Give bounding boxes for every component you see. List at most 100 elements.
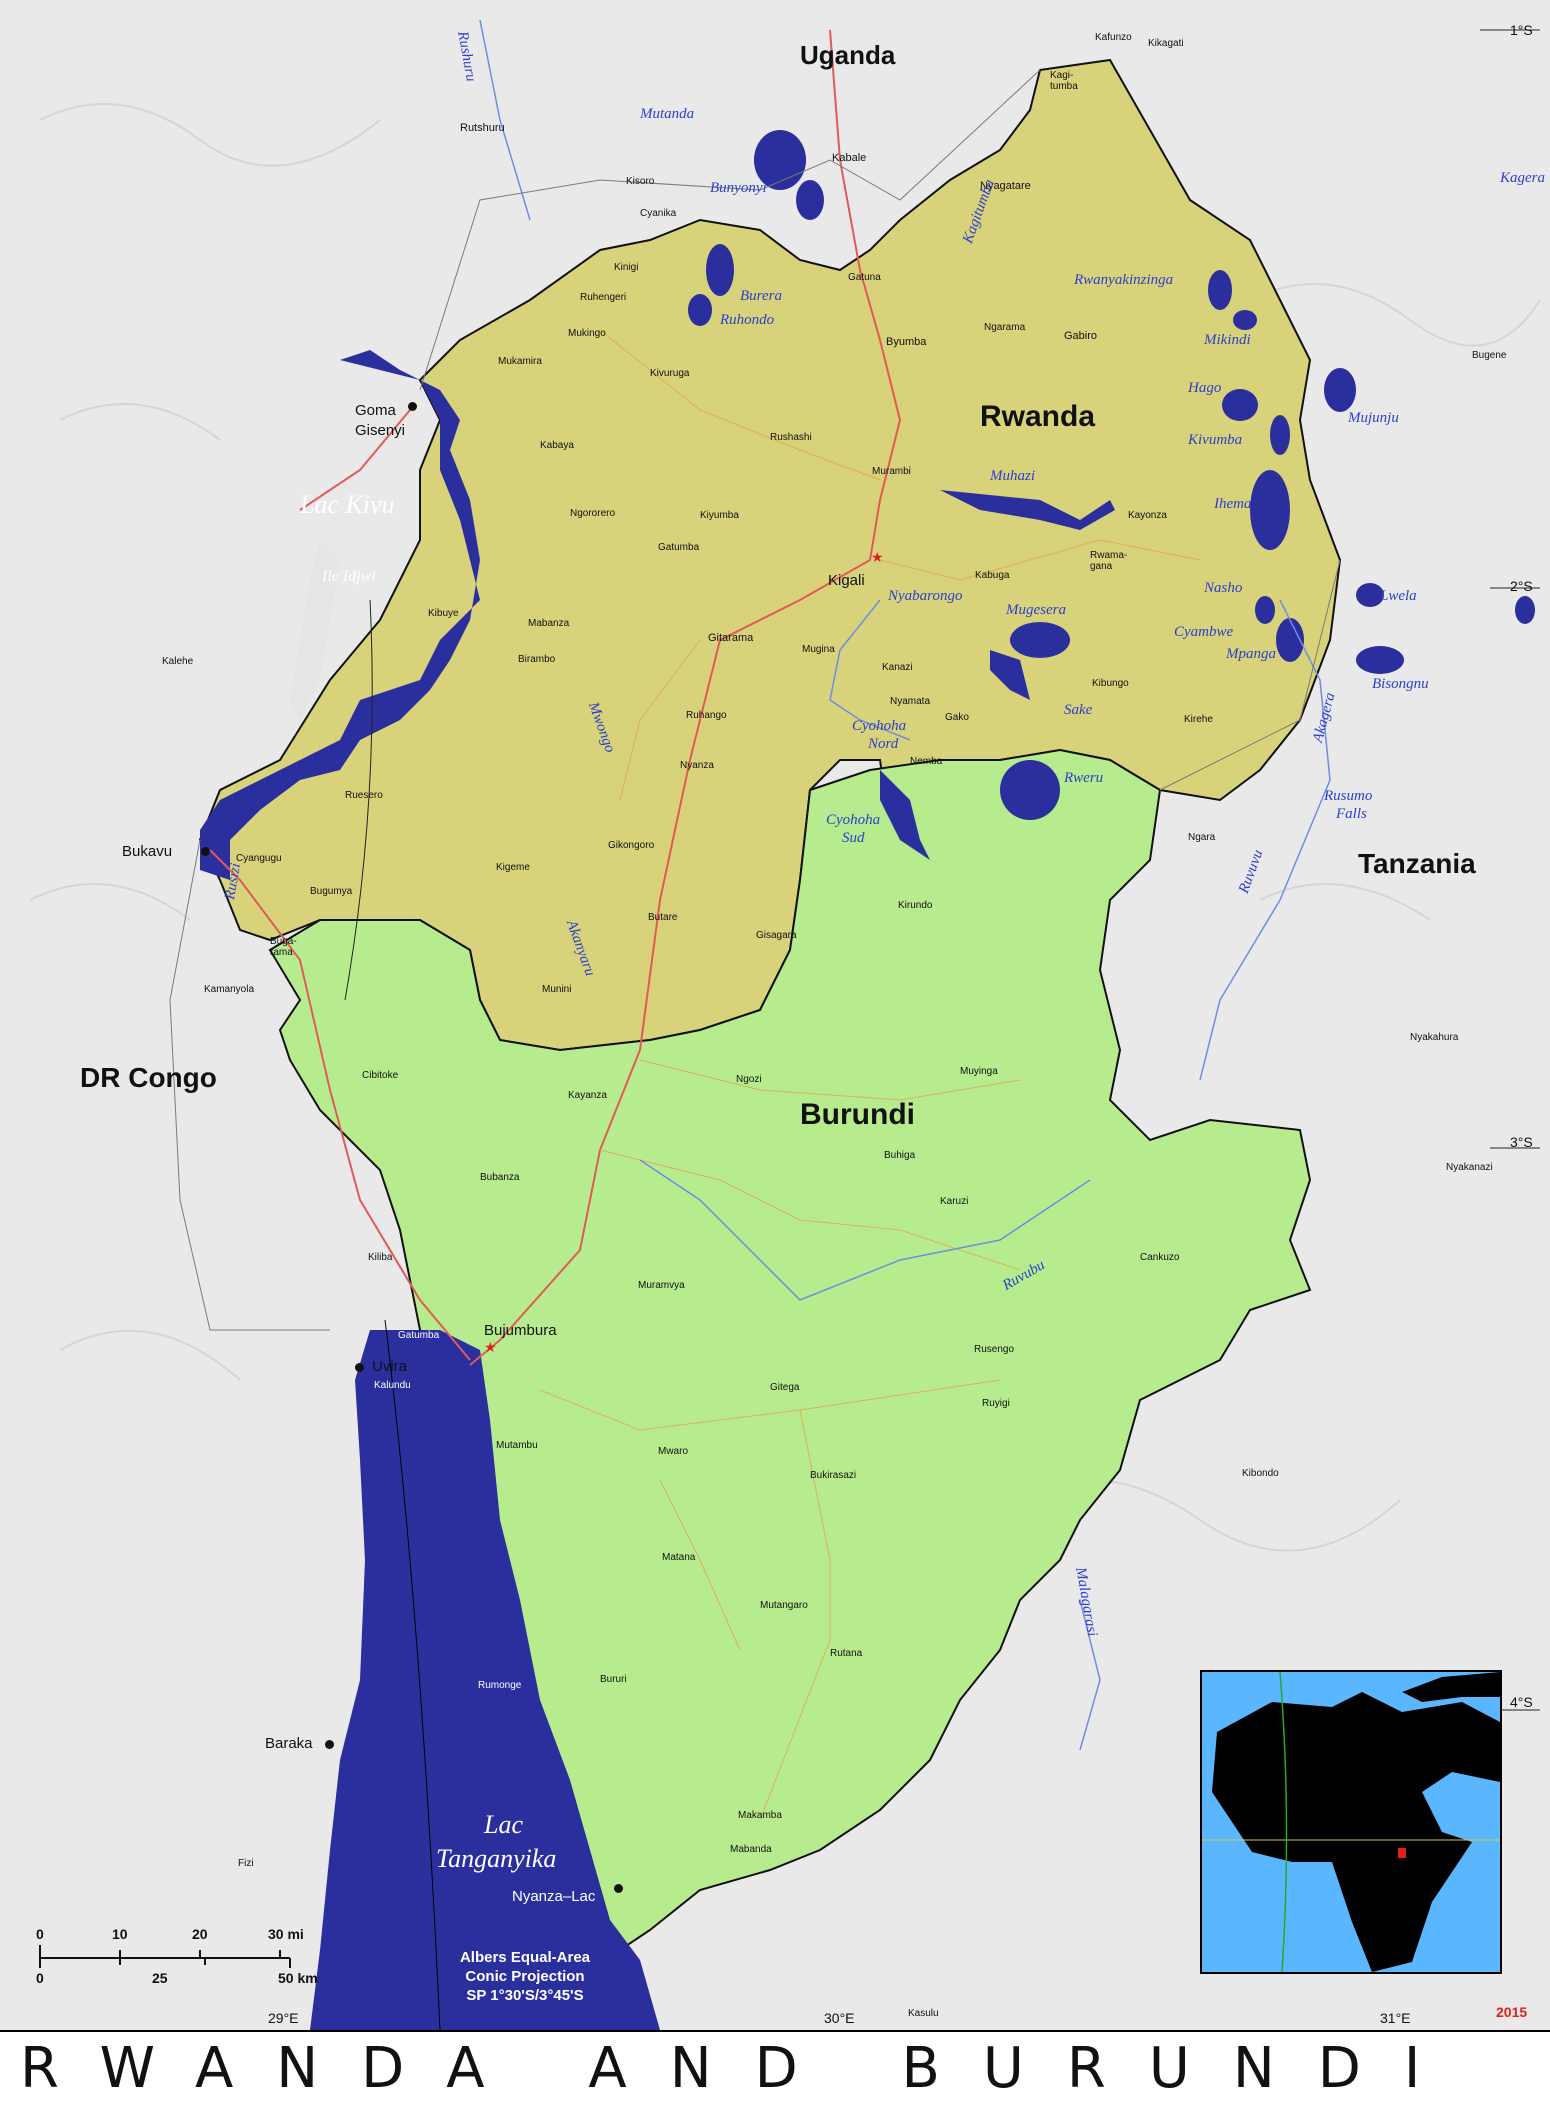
label-mutanda: Mutanda xyxy=(640,106,695,122)
label-lat-1s: 1°S xyxy=(1510,22,1533,38)
rwanda-burundi-marker xyxy=(1398,1848,1406,1858)
label-uvira: Uvira xyxy=(372,1358,408,1375)
label-rumonge: Rumonge xyxy=(478,1680,522,1691)
label-dr-congo: DR Congo xyxy=(80,1062,217,1093)
label-cyohoha-nord-2: Nord xyxy=(868,736,899,752)
borders xyxy=(169,69,1341,1331)
label-ngara: Ngara xyxy=(1188,832,1216,843)
label-gatuna: Gatuna xyxy=(848,272,881,283)
label-kalundu: Kalundu xyxy=(374,1380,411,1391)
scale-mi-0: 0 xyxy=(36,1926,44,1942)
label-bugene: Bugene xyxy=(1472,350,1507,361)
scale-km-0: 0 xyxy=(36,1970,44,1986)
label-lon-31e: 31°E xyxy=(1380,2010,1411,2026)
lac-kivu xyxy=(200,350,480,880)
label-cyohoha-nord-1: Cyohoha xyxy=(852,718,907,734)
label-kigali: Kigali xyxy=(828,572,865,589)
rivers xyxy=(479,19,1331,1751)
label-bubanza: Bubanza xyxy=(480,1172,520,1183)
label-kafunzo: Kafunzo xyxy=(1095,32,1132,43)
label-gisenyi: Gisenyi xyxy=(355,422,406,439)
africa-landmass xyxy=(1212,1692,1500,1972)
label-muramvya: Muramvya xyxy=(638,1280,685,1291)
label-bugarama: Buga-rama xyxy=(270,936,297,958)
label-kisoro: Kisoro xyxy=(626,176,655,187)
label-gabiro: Gabiro xyxy=(1064,330,1098,342)
ile-idjwi xyxy=(290,540,340,720)
city-dot-goma xyxy=(408,402,417,411)
lac-tanganyika xyxy=(310,1330,660,2030)
city-dot-uvira xyxy=(355,1363,364,1372)
label-kabaya: Kabaya xyxy=(540,440,574,451)
label-nyabarongo: Nyabarongo xyxy=(888,588,963,604)
label-gatumba: Gatumba xyxy=(658,542,700,553)
label-lon-30e: 30°E xyxy=(824,2010,855,2026)
label-nyagatare: Nyagatare xyxy=(980,180,1031,192)
roads xyxy=(209,29,902,1366)
map-year: 2015 xyxy=(1496,2004,1528,2020)
label-lwela: Lwela xyxy=(1380,588,1417,604)
label-kalehe: Kalehe xyxy=(162,656,194,667)
label-nyanza: Nyanza xyxy=(680,760,714,771)
label-nyakahura: Nyakahura xyxy=(1410,1032,1459,1043)
label-ruhondo: Ruhondo xyxy=(720,312,775,328)
label-gako: Gako xyxy=(945,712,969,723)
label-kigeme: Kigeme xyxy=(496,862,530,873)
label-mukingo: Mukingo xyxy=(568,328,606,339)
map-area: Uganda Rwanda Burundi Tanzania DR Congo … xyxy=(0,0,1550,2030)
label-rushashi: Rushashi xyxy=(770,432,812,443)
city-dot-nyanza-lac xyxy=(614,1884,623,1893)
label-gatumba-burundi: Gatumba xyxy=(398,1330,440,1341)
capital-star-bujumbura: ★ xyxy=(484,1339,497,1355)
label-rusumo-1: Rusumo xyxy=(1324,788,1373,804)
label-bururi: Bururi xyxy=(600,1674,627,1685)
label-burera: Burera xyxy=(740,288,782,304)
label-byumba: Byumba xyxy=(886,336,927,348)
label-kiliba: Kiliba xyxy=(368,1252,393,1263)
label-rusengo: Rusengo xyxy=(974,1344,1015,1355)
projection-line-2: Conic Projection xyxy=(465,1968,585,1985)
label-gikongoro: Gikongoro xyxy=(608,840,655,851)
label-mpanga: Mpanga xyxy=(1226,646,1276,662)
label-mukamira: Mukamira xyxy=(498,356,542,367)
label-mutangaro: Mutangaro xyxy=(760,1600,808,1611)
label-kasulu: Kasulu xyxy=(908,2008,939,2019)
label-ihema: Ihema xyxy=(1214,496,1252,512)
label-hago: Hago xyxy=(1188,380,1222,396)
label-mikindi: Mikindi xyxy=(1204,332,1251,348)
label-kabale: Kabale xyxy=(832,152,867,164)
label-sake: Sake xyxy=(1064,702,1093,718)
label-kayanza: Kayanza xyxy=(568,1090,607,1101)
label-lat-3s: 3°S xyxy=(1510,1134,1533,1150)
label-goma: Goma xyxy=(355,402,396,419)
minor-roads xyxy=(539,329,1201,1821)
city-dot-bukavu xyxy=(201,847,210,856)
locator-map xyxy=(1202,1672,1500,1972)
label-birambo: Birambo xyxy=(518,654,556,665)
label-lac-tanganyika-2: Tanganyika xyxy=(436,1844,557,1873)
label-mugesera: Mugesera xyxy=(1006,602,1066,618)
label-bunyonyi: Bunyonyi xyxy=(710,180,767,196)
label-burundi: Burundi xyxy=(800,1098,915,1131)
label-ngozi: Ngozi xyxy=(736,1074,762,1085)
projection-line-3: SP 1°30'S/3°45'S xyxy=(466,1987,584,2004)
label-kanazi: Kanazi xyxy=(882,662,913,673)
label-mabanza: Mabanza xyxy=(528,618,570,629)
label-makamba: Makamba xyxy=(738,1810,782,1821)
scale-mi-30: 30 mi xyxy=(268,1926,304,1942)
label-rusumo-2: Falls xyxy=(1336,806,1367,822)
map-graphics xyxy=(29,19,1541,2030)
label-cankuzo: Cankuzo xyxy=(1140,1252,1180,1263)
label-lac-tanganyika-1: Lac xyxy=(484,1810,523,1839)
label-kibungo: Kibungo xyxy=(1092,678,1129,689)
label-kiyumba: Kiyumba xyxy=(700,510,739,521)
label-ruhango: Ruhango xyxy=(686,710,727,721)
label-uganda: Uganda xyxy=(800,40,896,70)
label-rwamagana: Rwama-gana xyxy=(1090,550,1128,572)
label-kinigi: Kinigi xyxy=(614,262,639,273)
projection-line-1: Albers Equal-Area xyxy=(459,1949,591,1966)
label-lac-kivu: Lac Kivu xyxy=(300,490,395,519)
label-ile-idjwi: Ile Idjwi xyxy=(322,568,376,585)
label-nemba: Nemba xyxy=(910,756,943,767)
label-rwanda: Rwanda xyxy=(980,400,1096,433)
